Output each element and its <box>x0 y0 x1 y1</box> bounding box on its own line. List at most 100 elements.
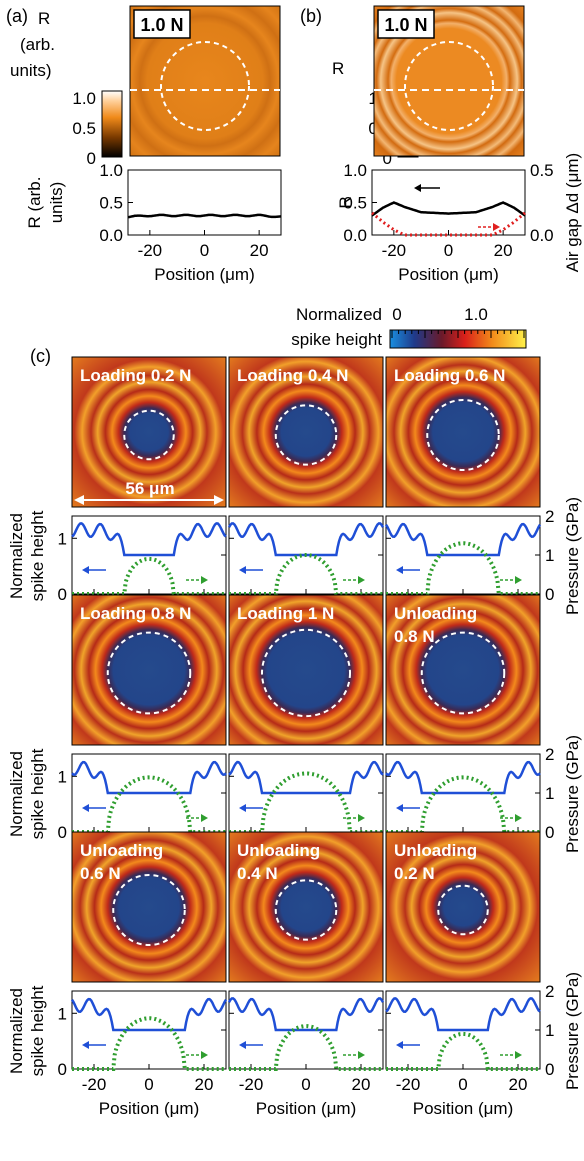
left-arrow-head <box>396 804 403 812</box>
y2-tick-label: 1 <box>545 784 554 803</box>
cell-8: Unloading 0.4 N -20 0 20 Position (μm) <box>227 831 385 1118</box>
y-axis-label-line: units) <box>47 182 66 224</box>
y-tick-label: 0.0 <box>99 226 123 245</box>
reflectance-line <box>127 213 282 219</box>
y-tick-label: 0.0 <box>343 226 367 245</box>
cell-title-line: 0.8 N <box>394 627 435 646</box>
contact-circle <box>123 409 175 461</box>
cell-title-line: Loading 0.6 N <box>394 366 505 385</box>
x-tick-label: 0 <box>200 241 209 260</box>
cell-7: Unloading 0.6 N 1 0 -20 0 20 Position (μm) <box>58 831 228 1118</box>
cell-title-line: Unloading <box>237 841 320 860</box>
panel-c-label: (c) <box>30 346 51 366</box>
left-arrow-head <box>396 1041 403 1049</box>
air-gap-line <box>371 211 526 237</box>
x-axis-label: Position (μm) <box>413 1099 513 1118</box>
pressure-line <box>72 775 226 834</box>
panel-b-label: (b) <box>300 6 322 26</box>
left-arrow-head <box>239 1041 246 1049</box>
panel-b-contact-circle <box>404 41 494 131</box>
spike-map-image <box>228 594 384 746</box>
right-arrow-head <box>201 814 208 822</box>
x-tick-label: -20 <box>396 1075 421 1094</box>
cell-5: Loading 1 N <box>228 594 384 834</box>
cell-title-line: Loading 1 N <box>237 604 334 623</box>
left-arrow-head <box>414 184 421 192</box>
x-tick-label: 20 <box>250 241 269 260</box>
cell-2: Loading 0.4 N <box>227 356 385 596</box>
x-tick-label: 20 <box>352 1075 371 1094</box>
row-y-axis-label-line: Normalized <box>7 988 26 1074</box>
right-arrow-head <box>201 576 208 584</box>
reflectance-line <box>371 201 526 217</box>
panel-a-image-axis-line3: units) <box>10 61 52 80</box>
spike-map-image <box>385 356 541 508</box>
cell-title-line: Unloading <box>80 841 163 860</box>
panel-a-colorbar-tick: 0 <box>87 149 96 168</box>
spike-map-image <box>71 594 227 746</box>
right-arrow-head <box>493 223 500 231</box>
y-tick-label: 1 <box>58 767 67 786</box>
row-y-axis-label-line: Normalized <box>7 513 26 599</box>
pressure-line <box>72 556 226 596</box>
spike-map-image <box>385 831 541 983</box>
contact-circle <box>426 398 500 472</box>
contact-circle <box>112 873 186 947</box>
plot-frame <box>127 169 282 236</box>
spike-height-line <box>227 997 385 1032</box>
contact-circle <box>420 631 506 715</box>
row-y-axis-label: Normalized spike height <box>7 510 47 601</box>
row-y-axis-label-line: Normalized <box>7 751 26 837</box>
x-axis-label: Position (μm) <box>154 265 254 284</box>
right-arrow-head <box>358 576 365 584</box>
cell-title-line: 0.6 N <box>80 864 121 883</box>
x-tick-label: -20 <box>138 241 163 260</box>
pressure-line <box>229 553 383 596</box>
y2-tick-label: 0 <box>545 823 554 842</box>
y2-tick-label: 0.0 <box>530 226 554 245</box>
contact-circle <box>437 884 489 936</box>
panel-b-force-box <box>377 9 435 39</box>
y-axis-label: R <box>336 196 355 208</box>
y-tick-label: 0.5 <box>343 194 367 213</box>
pressure-line <box>229 1024 383 1071</box>
spike-map-image <box>385 594 541 746</box>
panel-c-colorbar-tick: 1.0 <box>464 305 488 324</box>
spike-height-line <box>228 760 384 795</box>
right-arrow-head <box>358 1051 365 1059</box>
cell-title: Loading 0.4 N <box>237 366 348 385</box>
right-arrow-head <box>358 814 365 822</box>
y-tick-label: 1 <box>58 529 67 548</box>
left-arrow-head <box>82 566 89 574</box>
scale-bar-arrow-right <box>214 495 224 505</box>
y-tick-label: 0 <box>58 1060 67 1079</box>
left-arrow-head <box>396 566 403 574</box>
panel-a-force-box <box>133 9 191 39</box>
row-y-axis-label: Normalized spike height <box>7 748 47 839</box>
contact-circle <box>106 631 192 715</box>
cell-title: Unloading 0.8 N <box>394 604 477 646</box>
contact-circle <box>274 879 338 941</box>
left-arrow-head <box>239 566 246 574</box>
cell-title: Loading 0.6 N <box>394 366 505 385</box>
row-y-axis-label: Normalized spike height <box>7 985 47 1076</box>
spike-height-line <box>385 997 541 1032</box>
cell-1: Loading 0.2 N 1 0 <box>58 356 227 604</box>
x-tick-label: -20 <box>382 241 407 260</box>
spike-map-image <box>228 356 384 508</box>
cell-title: Unloading 0.6 N <box>80 841 163 883</box>
x-axis-label: Position (μm) <box>256 1099 356 1118</box>
y-tick-label: 1.0 <box>343 161 367 180</box>
spike-height-line <box>70 997 228 1032</box>
panel-a-force-label: 1.0 N <box>140 15 183 35</box>
cell-9: Unloading 0.2 N 2 1 0 -20 0 20 Position (μm) <box>385 831 554 1118</box>
panel-c: (c) Normalized spike height 0 1.0 Loadin… <box>7 305 582 1118</box>
y2-tick-label: 1 <box>545 546 554 565</box>
y2-tick-label: 0 <box>545 585 554 604</box>
right-arrow-head <box>515 576 522 584</box>
left-arrow-head <box>239 804 246 812</box>
y-tick-label: 0.5 <box>99 194 123 213</box>
row-y-axis-label-line: spike height <box>28 985 47 1076</box>
row-y2-axis-label: Pressure (GPa) <box>563 735 582 853</box>
